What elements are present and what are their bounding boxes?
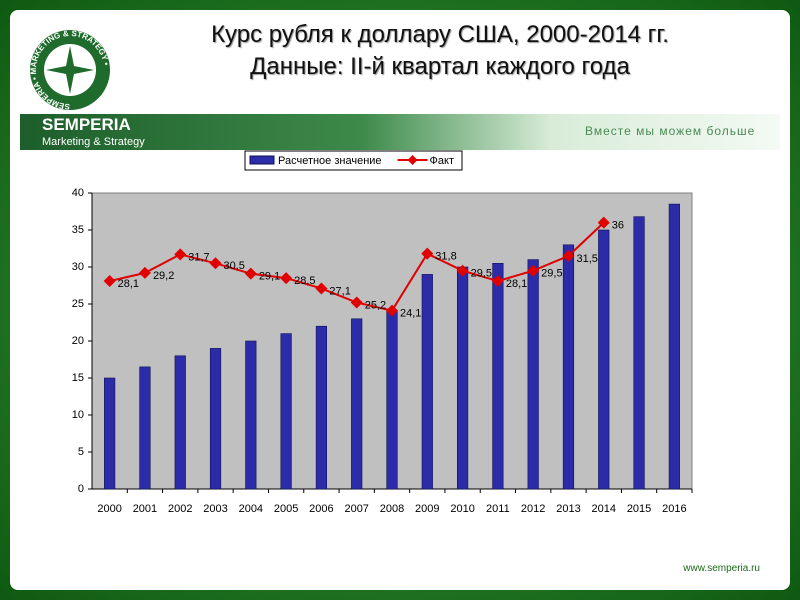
data-label: 24,1	[400, 308, 421, 320]
x-tick-label: 2002	[168, 503, 192, 515]
y-tick-label: 25	[72, 298, 84, 310]
subtitle: Данные: II-й квартал каждого года	[250, 53, 630, 80]
bar	[668, 203, 680, 490]
data-label: 28,1	[506, 278, 527, 290]
y-tick-label: 40	[72, 187, 84, 199]
legend-swatch	[407, 155, 418, 165]
bar	[104, 377, 116, 490]
x-tick-label: 2006	[309, 503, 333, 515]
y-tick-label: 30	[72, 261, 84, 273]
bar	[421, 274, 433, 490]
x-tick-label: 2001	[133, 503, 157, 515]
x-tick-label: 2008	[380, 503, 404, 515]
y-tick-label: 15	[72, 372, 84, 384]
y-tick-label: 10	[72, 409, 84, 421]
banner	[20, 114, 780, 150]
bar	[280, 333, 292, 490]
bar	[527, 259, 539, 490]
x-tick-label: 2012	[521, 503, 545, 515]
marker	[209, 257, 222, 270]
data-label: 31,8	[435, 251, 456, 263]
y-tick-label: 35	[72, 224, 84, 236]
data-label: 31,5	[576, 253, 597, 265]
data-label: 25,2	[365, 299, 386, 311]
bar	[598, 229, 610, 490]
data-label: 27,1	[329, 285, 350, 297]
data-label: 30,5	[224, 260, 245, 272]
bar	[562, 244, 575, 490]
x-tick-label: 2005	[274, 503, 298, 515]
marker	[597, 216, 610, 229]
title: Курс рубля к доллару США, 2000-2014 гг.	[211, 21, 669, 48]
x-tick-label: 2014	[592, 503, 616, 515]
bar	[315, 325, 328, 490]
slogan: Вместе мы можем больше	[585, 124, 755, 138]
marker	[421, 247, 434, 260]
bar	[492, 262, 504, 490]
x-tick-label: 2011	[486, 503, 510, 515]
bar	[386, 311, 398, 490]
x-tick-label: 2009	[415, 503, 439, 515]
marker	[456, 264, 469, 277]
marker	[315, 282, 328, 295]
bar	[139, 366, 151, 490]
data-label: 29,2	[153, 270, 174, 282]
marker	[138, 266, 151, 279]
marker	[174, 248, 187, 261]
x-tick-label: 2016	[662, 503, 686, 515]
data-label: 29,5	[471, 268, 492, 280]
data-label: 28,1	[118, 278, 139, 290]
brand: SEMPERIA	[42, 115, 131, 134]
bar	[174, 355, 186, 490]
x-tick-label: 2004	[239, 503, 263, 515]
marker	[244, 267, 257, 280]
marker	[103, 275, 116, 288]
marker	[562, 249, 575, 262]
footer-url: www.semperia.ru	[682, 563, 760, 574]
marker	[491, 275, 504, 288]
brand-sub: Marketing & Strategy	[42, 136, 145, 148]
x-tick-label: 2003	[203, 503, 227, 515]
x-tick-label: 2015	[627, 503, 651, 515]
bar	[209, 348, 222, 490]
marker	[386, 304, 398, 317]
logo: SEMPERIA • MARKETING & STRATEGY •	[29, 29, 111, 111]
bar	[351, 318, 363, 490]
data-label: 31,7	[188, 251, 209, 263]
data-label: 36	[612, 220, 624, 232]
x-tick-label: 2000	[97, 503, 121, 515]
bar	[245, 340, 257, 490]
marker	[280, 272, 293, 285]
y-tick-label: 0	[78, 483, 84, 495]
legend	[244, 150, 463, 171]
data-label: 29,1	[259, 271, 280, 283]
x-tick-label: 2013	[556, 503, 580, 515]
data-label: 28,5	[294, 275, 315, 287]
x-tick-label: 2007	[344, 503, 368, 515]
legend-label: Расчетное значение	[278, 155, 382, 167]
marker	[527, 264, 540, 277]
data-label: 29,5	[541, 268, 562, 280]
legend-swatch	[249, 155, 275, 165]
legend-label: Факт	[430, 155, 454, 167]
bar	[456, 266, 469, 490]
marker	[350, 296, 363, 309]
y-tick-label: 20	[72, 335, 84, 347]
x-tick-label: 2010	[450, 503, 474, 515]
bar	[633, 216, 645, 490]
y-tick-label: 5	[78, 446, 84, 458]
